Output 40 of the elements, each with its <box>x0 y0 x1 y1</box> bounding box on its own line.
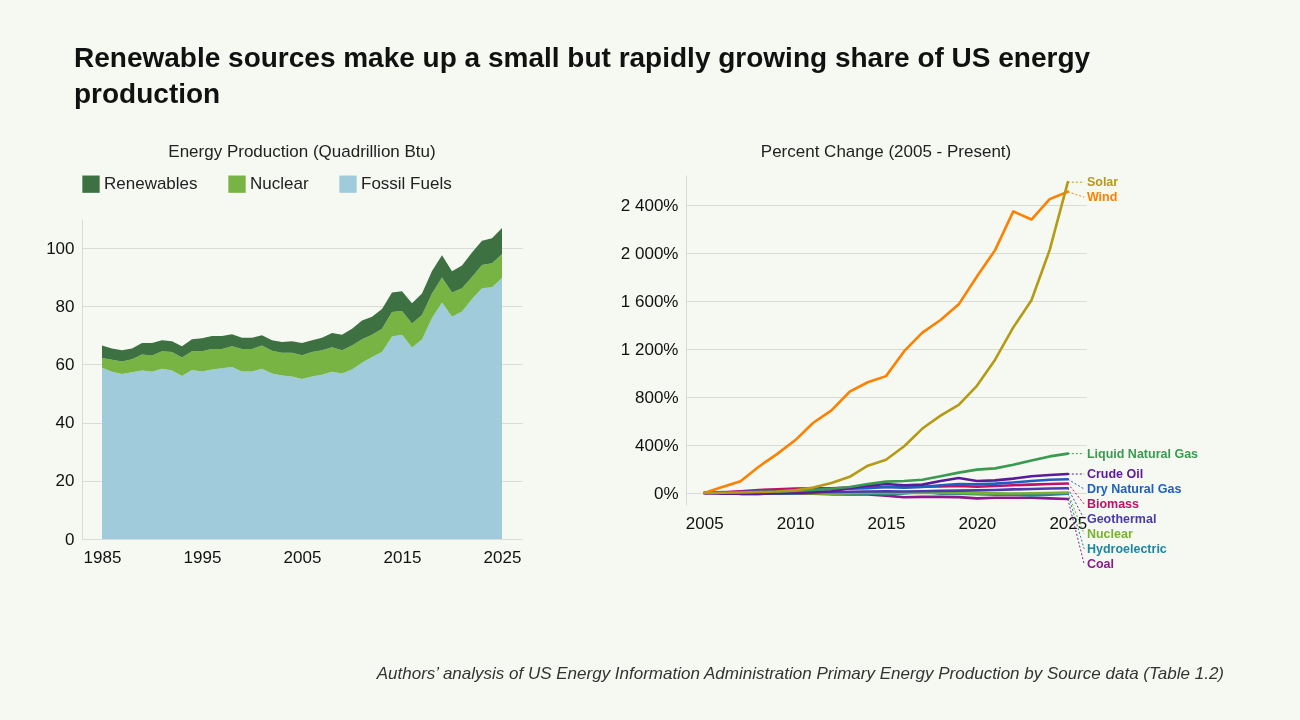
legend-label: Wind <box>1086 190 1118 205</box>
x-tick-label: 2005 <box>685 513 724 533</box>
x-tick-label: 2010 <box>776 513 815 533</box>
x-tick-label: 2020 <box>958 513 997 533</box>
legend-label: Crude Oil <box>1086 467 1144 482</box>
legend-label: Dry Natural Gas <box>1086 482 1182 497</box>
text: Authors’ analysis of US Energy Information Administration Primary Energy Production by Source data (Table 1.2) <box>376 664 1224 684</box>
text: Geothermal <box>1086 512 1157 527</box>
x-tick-label: 2025 <box>1049 513 1088 533</box>
series-label: Biomass <box>1086 497 1140 512</box>
chart-title: Percent Change (2005 - Present) <box>760 142 1012 161</box>
text: Coal <box>1086 557 1114 572</box>
x-tick-label: 2015 <box>867 513 906 533</box>
text: Nuclear <box>1086 527 1133 542</box>
y-tick-label: 1 200% <box>620 339 679 359</box>
chart-subtitle: Energy Production (Quadrillion Btu) <box>168 142 436 161</box>
x-tick-label: 2005 <box>283 547 322 567</box>
legend-label: Renewables <box>104 174 198 194</box>
y-tick-label: 1 600% <box>620 291 679 311</box>
x-tick-label: 1985 <box>83 547 122 567</box>
text: Hydroelectric <box>1086 542 1167 557</box>
y-tick-label: 0% <box>653 483 679 503</box>
y-tick-label: 80 <box>55 296 75 316</box>
y-tick-label: 2 000% <box>620 243 679 263</box>
legend-label: Fossil Fuels <box>361 174 452 194</box>
x-tick-label: 2015 <box>383 547 422 567</box>
legend-label: Nuclear <box>250 174 309 194</box>
legend-label: Liquid Natural Gas <box>1086 446 1199 461</box>
x-tick-label: 1995 <box>183 547 222 567</box>
y-tick-label: 100 <box>46 238 75 258</box>
y-tick-label: 20 <box>55 471 75 491</box>
x-tick-label: 2025 <box>483 547 522 567</box>
y-tick-label: 400% <box>635 435 679 455</box>
y-tick-label: 40 <box>55 413 75 433</box>
y-tick-label: 0 <box>65 529 75 549</box>
legend-label: Solar <box>1086 175 1119 190</box>
text: Renewable sources make up a small but rapidly growing share of US energy production <box>74 41 1092 112</box>
y-tick-label: 800% <box>635 387 679 407</box>
y-tick-label: 2 400% <box>620 195 679 215</box>
y-tick-label: 60 <box>55 354 75 374</box>
